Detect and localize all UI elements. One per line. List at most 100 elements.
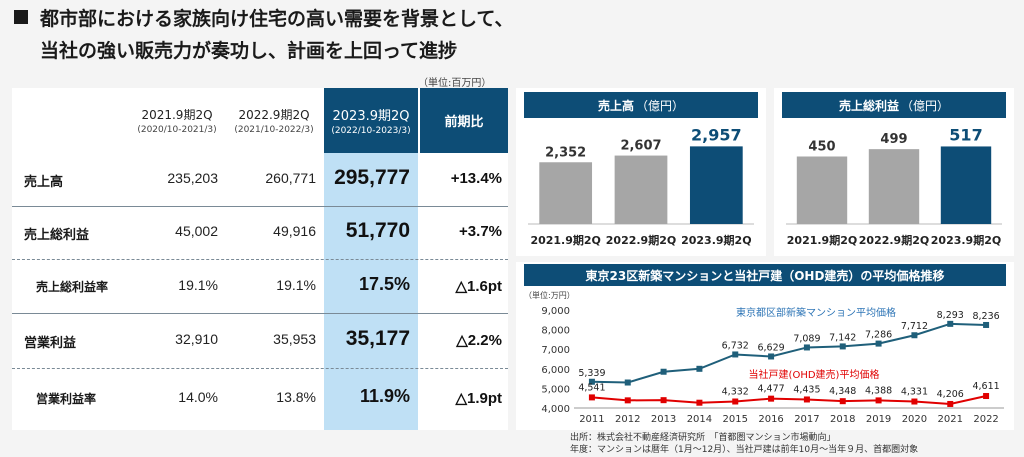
square-bullet-icon	[14, 10, 28, 24]
data-point	[803, 396, 810, 403]
value-yoy: +3.7%	[459, 223, 502, 240]
x-tick-label: 2018	[830, 414, 855, 425]
data-point	[875, 340, 882, 347]
sales-bar-chart: 売上高 （億円） 2,352 2021.9期2Q 2,607 2022.9期2Q 2,95…	[516, 88, 766, 256]
row-label: 売上高	[24, 175, 64, 190]
data-label: 7,286	[865, 330, 892, 341]
data-point	[983, 321, 990, 328]
data-label: 4,388	[865, 385, 892, 396]
x-tick-label: 2011	[579, 414, 604, 425]
bar	[689, 146, 743, 224]
x-tick-label: 2022	[973, 414, 998, 425]
bar-category-label: 2023.9期2Q	[681, 233, 751, 247]
header-2023: 2023.9期2Q (2022/10-2023/3)	[324, 88, 418, 153]
bar-category-label: 2021.9期2Q	[787, 233, 857, 247]
value-2023: 17.5%	[358, 274, 410, 294]
bar-value-label: 499	[880, 132, 907, 147]
data-point	[911, 332, 918, 339]
y-tick-label: 4,000	[541, 404, 570, 415]
data-label: 4,611	[972, 381, 999, 392]
bar	[539, 162, 593, 224]
value-2021: 235,203	[167, 170, 218, 186]
x-tick-label: 2015	[723, 414, 748, 425]
data-point	[875, 397, 882, 404]
table-row-operating-margin: 営業利益率 14.0% 13.8% 11.9% △1.9pt	[12, 368, 508, 430]
divider	[12, 313, 508, 314]
value-yoy: +13.4%	[450, 170, 502, 187]
bar-category-label: 2022.9期2Q	[859, 233, 929, 247]
legend-condo: 東京都区部新築マンション平均価格	[736, 306, 896, 319]
value-2023: 295,777	[334, 166, 410, 189]
bar-category-label: 2022.9期2Q	[606, 233, 676, 247]
bar-value-label: 2,957	[691, 125, 742, 144]
y-tick-label: 9,000	[541, 306, 570, 317]
x-tick-label: 2014	[687, 414, 712, 425]
value-2023: 51,770	[345, 219, 410, 242]
gross-profit-bar-svg: 450 2021.9期2Q 499 2022.9期2Q 517 2023.9期2Q	[786, 125, 1002, 247]
bar	[796, 156, 848, 224]
header-2021: 2021.9期2Q (2020/10-2021/3)	[137, 108, 217, 135]
y-tick-label: 8,000	[541, 326, 570, 337]
series-line	[591, 322, 987, 384]
headline-line-2: 当社の強い販売力が奏功し、計画を上回って進捗	[40, 40, 458, 62]
bar-value-label: 2,352	[545, 145, 586, 160]
data-point	[588, 394, 595, 401]
value-yoy: △1.9pt	[455, 390, 502, 407]
data-label: 4,541	[578, 382, 605, 393]
data-label: 6,732	[722, 340, 749, 351]
value-2021: 45,002	[175, 223, 218, 239]
gross-profit-chart-title: 売上総利益 （億円）	[782, 92, 1006, 118]
bar	[614, 155, 668, 224]
table-row-sales: 売上高 235,203 260,771 295,777 +13.4%	[12, 153, 508, 206]
y-tick-label: 5,000	[541, 384, 570, 395]
data-label: 4,435	[793, 384, 820, 395]
value-2022: 13.8%	[276, 389, 316, 405]
data-point	[803, 344, 810, 351]
data-label: 4,331	[901, 387, 928, 398]
data-point	[768, 353, 775, 360]
x-tick-label: 2017	[794, 414, 819, 425]
data-point	[911, 398, 918, 405]
value-yoy: △1.6pt	[455, 278, 502, 295]
divider	[12, 368, 508, 369]
y-unit-label: （単位:万円）	[524, 290, 575, 300]
data-point	[696, 399, 703, 406]
value-2021: 14.0%	[178, 389, 218, 405]
row-label: 営業利益	[24, 336, 77, 351]
data-label: 4,477	[757, 384, 784, 395]
data-label: 8,293	[937, 310, 964, 321]
data-point	[588, 378, 595, 385]
bar-category-label: 2021.9期2Q	[530, 233, 600, 247]
bar-value-label: 517	[949, 125, 982, 144]
value-2023: 35,177	[345, 327, 410, 350]
data-label: 8,236	[972, 311, 999, 322]
value-2022: 260,771	[265, 170, 316, 186]
header-2022: 2022.9期2Q (2021/10-2022/3)	[234, 108, 314, 135]
value-2022: 35,953	[273, 331, 316, 347]
table-row-gross-profit: 売上総利益 45,002 49,916 51,770 +3.7%	[12, 206, 508, 259]
bar-value-label: 450	[808, 140, 835, 155]
data-point	[732, 351, 739, 358]
bar	[940, 146, 992, 224]
value-2022: 49,916	[273, 223, 316, 239]
data-point	[839, 398, 846, 405]
data-point	[768, 395, 775, 402]
headline-line-1: 都市部における家族向け住宅の高い需要を背景として、	[40, 8, 514, 30]
value-2021: 32,910	[175, 331, 218, 347]
data-label: 4,348	[829, 386, 856, 397]
data-label: 6,629	[757, 342, 784, 353]
data-point	[660, 368, 667, 375]
y-tick-label: 6,000	[541, 365, 570, 376]
price-line-svg: （単位:万円） 4,000 5,000 6,000 7,000 8,000 9,000 201…	[524, 290, 1004, 425]
data-point	[839, 343, 846, 350]
data-label: 7,142	[829, 332, 856, 343]
source-line-2: 年度：マンションは暦年（1月～12月）、当社戸建は前年10月～当年９月、首都圏対…	[570, 445, 919, 455]
value-yoy: △2.2%	[456, 332, 502, 349]
value-2022: 19.1%	[276, 277, 316, 293]
data-label: 7,712	[901, 321, 928, 332]
line-chart-title: 東京23区新築マンションと当社戸建（OHD建売）の平均価格推移	[524, 264, 1006, 286]
data-label: 4,206	[937, 389, 964, 400]
x-tick-label: 2016	[758, 414, 783, 425]
sales-chart-title: 売上高 （億円）	[524, 92, 758, 118]
y-tick-label: 7,000	[541, 345, 570, 356]
